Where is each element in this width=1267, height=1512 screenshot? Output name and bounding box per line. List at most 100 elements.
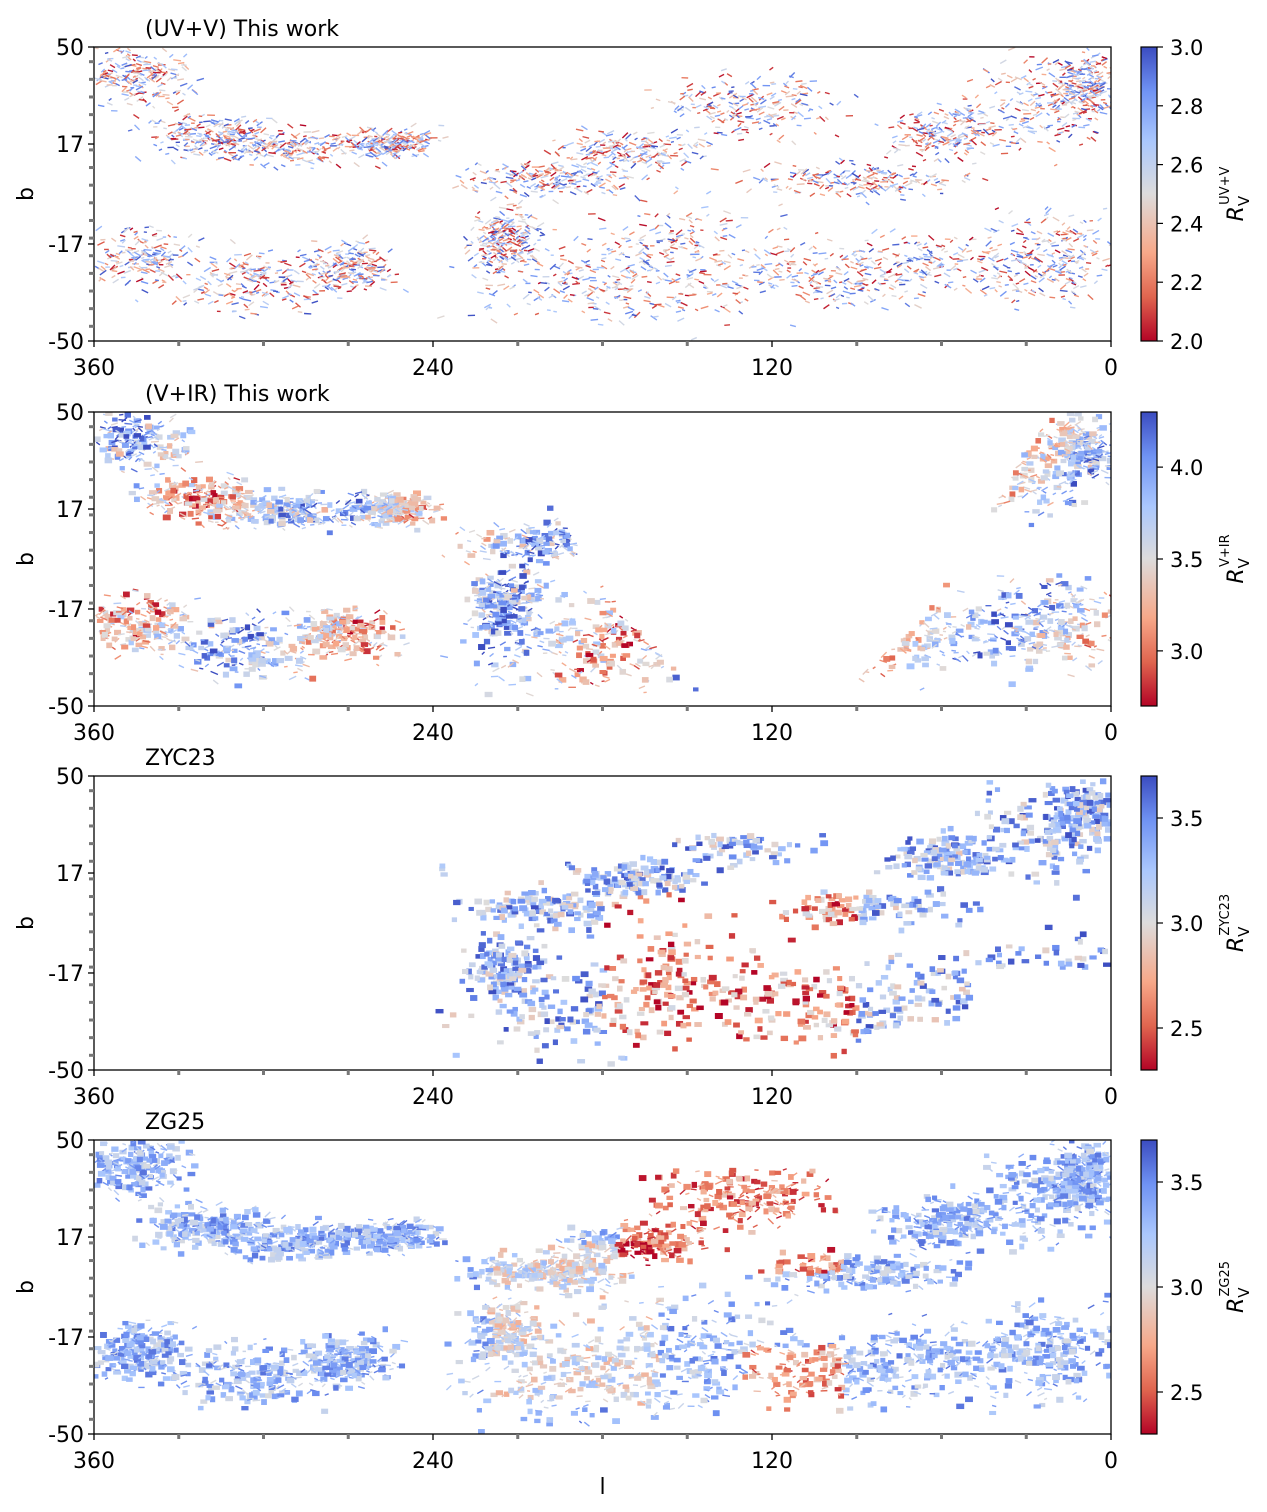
map-cell (1078, 416, 1084, 421)
map-stroke (578, 269, 584, 272)
map-stroke (1097, 217, 1102, 222)
map-stroke (135, 66, 142, 70)
map-stroke (297, 249, 301, 253)
map-stroke (537, 293, 545, 299)
map-stroke (213, 261, 218, 265)
map-stroke (581, 290, 587, 295)
map-stroke (985, 85, 991, 89)
map-stroke (671, 278, 678, 283)
map-stroke (403, 519, 409, 524)
map-stroke (1082, 278, 1087, 282)
map-stroke (437, 315, 445, 319)
map-stroke (984, 227, 992, 232)
map-stroke (943, 115, 950, 120)
map-stroke (339, 507, 344, 512)
map-stroke (203, 120, 211, 123)
map-stroke (230, 296, 236, 300)
map-stroke (769, 132, 773, 136)
map-stroke (879, 268, 887, 274)
map-stroke (1039, 292, 1046, 297)
map-stroke (616, 278, 621, 281)
map-stroke (134, 299, 139, 303)
map-stroke (813, 175, 821, 180)
map-stroke (772, 269, 780, 276)
map-stroke (826, 289, 834, 295)
map-cell (392, 510, 401, 515)
map-stroke (1018, 613, 1027, 618)
map-stroke (524, 222, 529, 226)
map-stroke (160, 247, 165, 252)
map-stroke (369, 249, 377, 252)
map-stroke (874, 187, 880, 190)
map-stroke (776, 115, 784, 120)
map-stroke (124, 74, 131, 80)
map-stroke (996, 502, 1005, 505)
map-stroke (1073, 294, 1080, 298)
map-stroke (593, 153, 598, 157)
map-stroke (1054, 249, 1061, 254)
map-stroke (301, 142, 305, 146)
map-stroke (934, 280, 940, 284)
map-stroke (210, 262, 218, 269)
map-stroke (1071, 124, 1077, 128)
map-stroke (516, 225, 522, 228)
map-stroke (925, 266, 931, 272)
map-stroke (788, 75, 794, 79)
map-cell (365, 514, 371, 520)
map-stroke (273, 279, 280, 284)
map-stroke (222, 141, 230, 144)
map-stroke (238, 650, 246, 655)
map-stroke (305, 277, 310, 281)
map-stroke (661, 152, 667, 156)
map-stroke (472, 189, 479, 192)
map-stroke (650, 106, 655, 110)
map-stroke (111, 237, 117, 243)
map-cell (1011, 631, 1019, 637)
map-stroke (120, 230, 126, 234)
map-stroke (651, 304, 658, 309)
map-stroke (1046, 91, 1053, 94)
map-stroke (813, 298, 819, 301)
map-stroke (937, 158, 942, 163)
map-cell (220, 490, 228, 496)
map-stroke (211, 273, 219, 277)
map-stroke (768, 228, 774, 234)
map-stroke (509, 240, 515, 245)
map-stroke (994, 289, 998, 293)
map-stroke (234, 119, 241, 126)
map-stroke (168, 53, 174, 59)
map-cell (525, 528, 532, 534)
map-stroke (209, 145, 217, 150)
map-stroke (537, 173, 544, 177)
map-stroke (1089, 80, 1095, 85)
map-stroke (1047, 613, 1051, 616)
map-stroke (160, 82, 166, 86)
map-stroke (1038, 93, 1045, 97)
map-cell (1095, 414, 1103, 420)
map-stroke (846, 182, 851, 187)
map-stroke (680, 242, 686, 245)
map-stroke (1003, 257, 1009, 261)
map-stroke (115, 74, 123, 79)
map-stroke (1080, 98, 1086, 102)
map-stroke (416, 147, 421, 151)
map-stroke (179, 245, 186, 251)
map-stroke (186, 261, 194, 267)
map-cell (378, 519, 385, 524)
map-cell (343, 607, 351, 613)
map-stroke (1007, 275, 1013, 280)
map-stroke (250, 293, 256, 297)
map-stroke (942, 626, 947, 630)
map-stroke (641, 275, 648, 278)
map-stroke (224, 128, 231, 135)
map-stroke (1085, 94, 1092, 100)
map-stroke (601, 131, 607, 137)
map-stroke (732, 292, 739, 295)
map-stroke (235, 142, 240, 146)
map-stroke (720, 112, 725, 116)
map-stroke (788, 187, 793, 191)
map-stroke (686, 82, 694, 88)
map-stroke (884, 156, 889, 159)
map-stroke (1023, 117, 1030, 120)
map-stroke (957, 246, 964, 251)
